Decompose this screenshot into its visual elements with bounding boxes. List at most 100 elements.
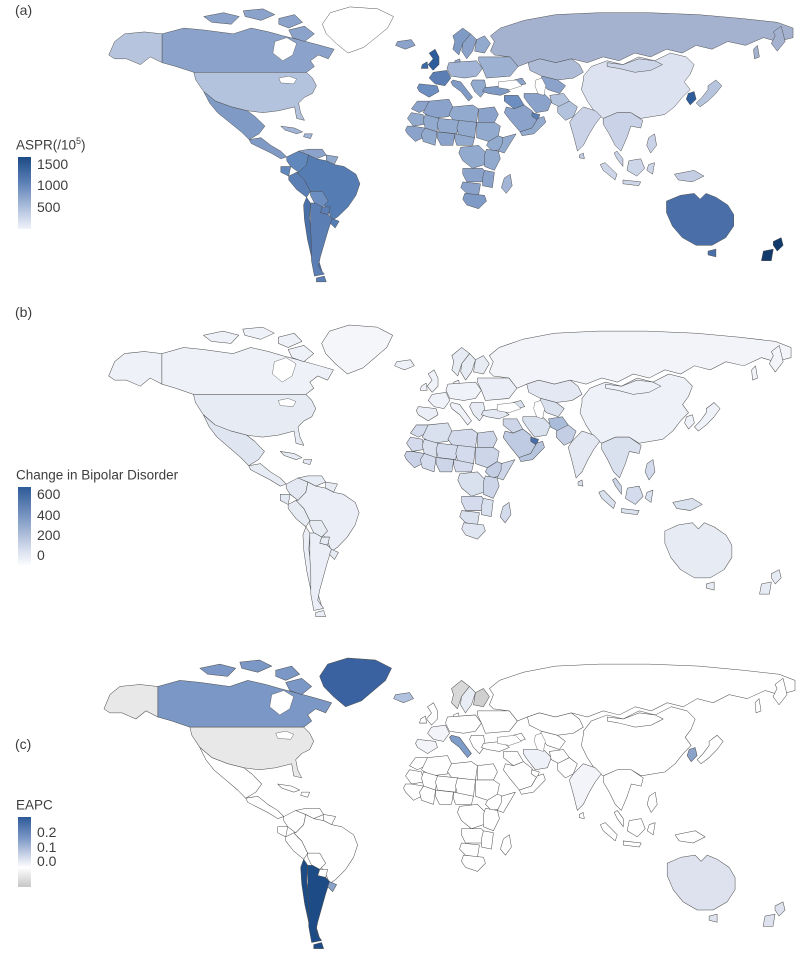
region-ireland — [420, 382, 428, 391]
region-japan — [695, 79, 723, 108]
region-ghana-ivory — [420, 127, 438, 146]
region-tasmania — [707, 248, 717, 258]
region-somalia — [496, 459, 516, 481]
region-hispaniola — [302, 459, 313, 465]
world-map-b — [85, 323, 795, 639]
region-ecuador — [277, 826, 288, 838]
region-argentina — [310, 202, 333, 277]
region-ghana-ivory — [420, 453, 437, 473]
region-mexico — [203, 414, 265, 466]
region-iran — [523, 93, 553, 113]
legend-c-title: EAPC — [16, 797, 53, 813]
region-east-africa — [483, 475, 500, 499]
region-italy — [449, 735, 472, 758]
region-tasmania — [706, 581, 715, 591]
region-canada-islands — [288, 25, 315, 42]
region-central-europe — [446, 60, 483, 79]
region-france — [428, 70, 452, 86]
region-usa — [193, 394, 316, 446]
region-mozambique — [481, 498, 494, 517]
legend-tick-label: 1500 — [37, 155, 69, 172]
region-usa — [189, 726, 314, 779]
region-balkans — [469, 402, 486, 422]
region-nz-south — [762, 913, 776, 927]
region-sumatra — [599, 162, 618, 181]
water-hudson-bay — [272, 357, 297, 383]
region-somalia — [498, 133, 517, 154]
region-mauritania — [405, 769, 424, 785]
region-iran — [522, 416, 551, 438]
region-namibia-botswana — [459, 842, 480, 858]
region-mongolia — [605, 379, 662, 395]
legend-a-colorbar-wrap: 1500 1000 500 — [18, 155, 86, 229]
region-niger — [435, 443, 458, 460]
region-sweden — [461, 33, 477, 60]
region-mexico — [199, 747, 262, 799]
region-cuba — [280, 125, 303, 135]
region-finland — [473, 355, 490, 375]
region-yemen-oman — [518, 440, 545, 462]
region-norway — [452, 27, 471, 56]
region-ireland — [419, 715, 427, 724]
region-uk — [426, 369, 439, 393]
region-mongolia — [606, 58, 663, 73]
region-eastern-europe — [477, 710, 518, 734]
legend-b-colorbar — [18, 486, 31, 565]
legend-b-colorbar-wrap: 600 400 200 0 — [18, 486, 178, 565]
region-argentina — [313, 942, 324, 949]
region-niger — [436, 118, 460, 135]
region-nz-north — [771, 569, 782, 585]
region-new-guinea — [674, 170, 705, 183]
region-borneo — [626, 158, 645, 177]
region-south-africa — [461, 854, 486, 872]
region-argentina — [316, 275, 327, 283]
water-caspian-sea — [534, 77, 547, 96]
region-sumatra — [598, 489, 616, 509]
region-central-america — [248, 463, 287, 487]
water-caspian-sea — [533, 400, 545, 420]
region-sumatra — [600, 822, 618, 842]
region-balkans — [470, 79, 487, 98]
water-black-sea — [497, 735, 522, 746]
region-central-europe — [445, 714, 482, 734]
legend-tick-label: 0.2 — [37, 823, 57, 840]
region-sulawesi — [646, 162, 655, 175]
region-canada-islands — [242, 326, 275, 340]
world-map-c — [80, 656, 799, 971]
region-malay — [613, 150, 624, 167]
region-alaska — [108, 351, 163, 387]
region-alaska — [108, 31, 163, 65]
region-south-africa — [462, 193, 487, 210]
region-sri-lanka — [579, 152, 585, 160]
water-great-lakes — [278, 75, 297, 85]
region-yemen-oman — [519, 773, 546, 795]
panel-c-label: (c) — [15, 736, 32, 752]
region-balkans — [469, 735, 486, 754]
region-egypt — [477, 430, 498, 448]
region-new-guinea — [672, 498, 703, 511]
legend-c-colorbar-wrap: 0.2 0.1 0.0 — [18, 816, 57, 887]
water-great-lakes — [275, 730, 294, 740]
region-west-africa — [404, 451, 425, 469]
region-east-africa — [484, 148, 501, 171]
legend-tick-label: 200 — [37, 526, 61, 543]
region-algeria — [422, 98, 454, 119]
region-namibia-botswana — [460, 181, 481, 196]
region-malay — [612, 477, 622, 495]
region-cameroon-car — [454, 133, 475, 146]
region-iran — [523, 749, 552, 771]
region-somalia — [497, 791, 516, 813]
region-java — [622, 840, 642, 848]
legend-b-title: Change in Bipolar Disorder — [16, 467, 179, 483]
region-alaska — [103, 684, 159, 720]
region-uruguay — [327, 881, 337, 892]
region-ecuador — [280, 493, 291, 505]
region-finland — [473, 688, 490, 708]
legend-tick-label: 600 — [37, 486, 61, 503]
region-java — [622, 179, 642, 186]
region-malay — [614, 810, 624, 827]
region-yemen-oman — [519, 116, 547, 136]
region-iceland — [394, 359, 415, 371]
region-mauritania — [406, 436, 425, 452]
